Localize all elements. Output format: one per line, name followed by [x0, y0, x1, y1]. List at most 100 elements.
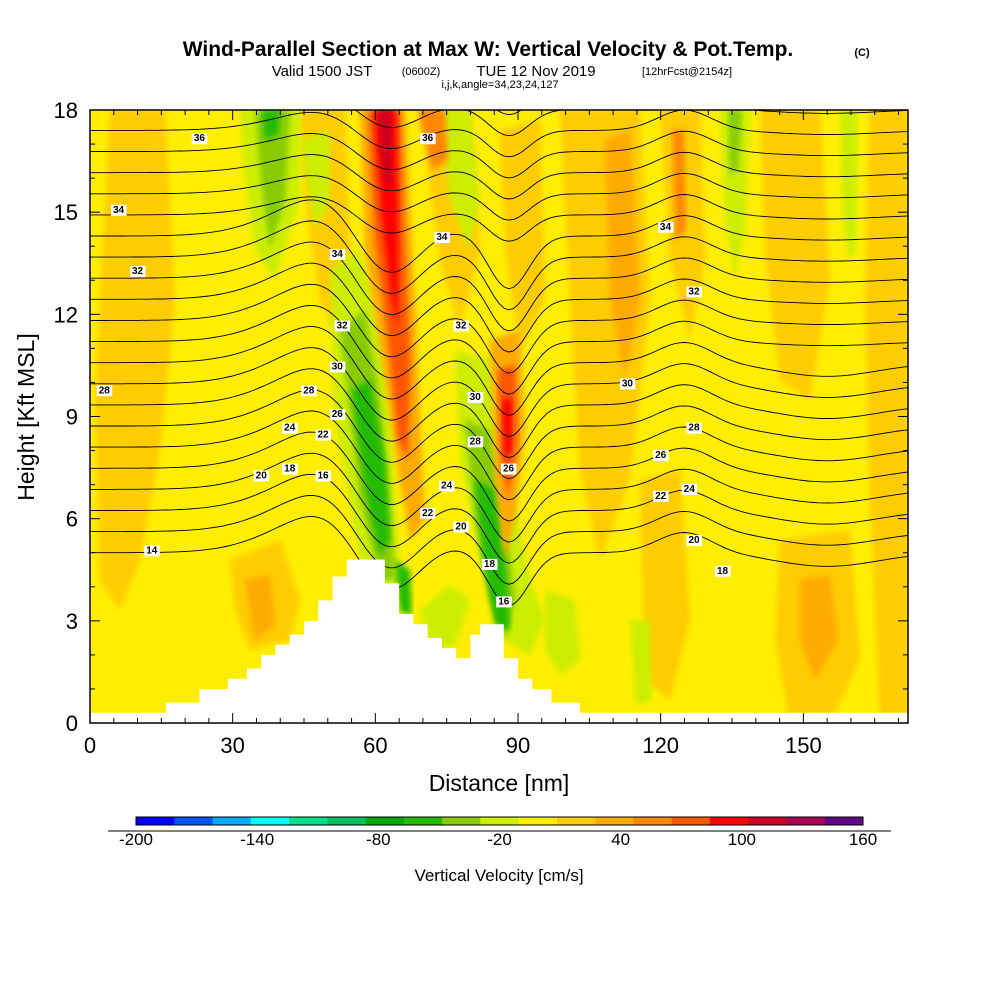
contour-label: 22: [317, 430, 329, 441]
contour-label: 34: [660, 222, 672, 233]
theta-contour-lines: [90, 110, 908, 606]
velocity-patch-green: [630, 620, 652, 705]
contour-label-bg: [467, 436, 484, 448]
contour-label-bg: [653, 449, 669, 461]
contour-label-bg: [96, 385, 113, 397]
colorbar-title: Vertical Velocity [cm/s]: [414, 866, 583, 885]
contour-label-bg: [619, 378, 636, 390]
theta-contour: [90, 241, 908, 332]
colorbar-swatch: [748, 817, 787, 825]
contour-label-bg: [420, 507, 436, 519]
valid-date: TUE 12 Nov 2019: [476, 63, 595, 80]
colorbar-swatch: [250, 817, 290, 825]
velocity-patch-green: [720, 110, 750, 280]
theta-contour: [90, 151, 908, 200]
contour-label: 34: [332, 249, 344, 260]
theta-contour: [90, 389, 908, 480]
contour-label: 30: [332, 361, 344, 372]
contour-label-bg: [315, 470, 332, 482]
contour-label-bg: [453, 521, 469, 533]
colorbar-swatch: [327, 817, 366, 825]
contour-label: 36: [194, 133, 206, 144]
theta-contour-labels: 36 36 34 34 34 34 32 32 32 32 30 30 30 28 28 28 26 26 24 24…: [96, 133, 731, 608]
theta-contour: [90, 326, 908, 416]
velocity-patch-orange: [640, 470, 690, 700]
contour-label-bg: [714, 565, 731, 577]
contour-label: 26: [332, 409, 344, 420]
contour-label-bg: [282, 463, 298, 475]
theta-contour: [90, 194, 908, 242]
contour-label-bg: [301, 385, 317, 397]
contour-label: 24: [684, 484, 696, 495]
contour-label: 28: [470, 436, 482, 447]
contour-label-bg: [453, 320, 469, 332]
theta-contour: [90, 130, 908, 179]
x-tick-label: 60: [363, 733, 387, 758]
contour-label-bg: [467, 392, 484, 404]
contour-label-bg: [329, 361, 346, 373]
velocity-patch-green: [475, 480, 510, 630]
contour-label-bg: [191, 133, 208, 145]
x-tick-label: 150: [785, 733, 822, 758]
theta-contour: [90, 220, 908, 311]
colorbar-swatch: [824, 817, 864, 825]
colorbar-frame: [135, 816, 864, 826]
y-tick-label: 3: [66, 609, 78, 634]
contour-label: 16: [317, 470, 329, 481]
plot-area: [90, 110, 908, 723]
velocity-patch-green: [420, 585, 470, 650]
contour-label: 30: [470, 392, 482, 403]
contour-label: 18: [717, 566, 729, 577]
theta-contour: [354, 110, 908, 137]
colorbar-swatch: [289, 817, 328, 825]
grid-indices: i,j,k,angle=34,23,24,127: [441, 79, 558, 91]
contour-label-bg: [496, 596, 512, 608]
colorbar-swatch: [403, 817, 443, 825]
colorbar-swatch: [212, 817, 252, 825]
colorbar: [108, 816, 891, 832]
velocity-patch-orange: [800, 575, 838, 680]
contour-label: 32: [132, 266, 144, 277]
contour-label: 30: [622, 378, 634, 389]
contour-label: 20: [455, 521, 467, 532]
colorbar-swatch: [136, 817, 175, 825]
velocity-patch-green: [352, 380, 390, 555]
contour-label: 18: [284, 464, 296, 475]
contour-label-bg: [653, 490, 669, 502]
velocity-patch-orange: [672, 130, 686, 240]
velocity-patch-green: [840, 110, 858, 260]
terrain-mask: [90, 559, 908, 723]
colorbar-swatch: [556, 817, 596, 825]
contour-label: 14: [146, 545, 158, 556]
y-tick-label: 12: [54, 302, 78, 327]
colorbar-tick-label: 160: [849, 830, 877, 849]
theta-contour: [90, 172, 908, 221]
y-tick-label: 15: [54, 200, 78, 225]
velocity-patch-red: [368, 110, 410, 460]
contour-label-bg: [253, 470, 270, 482]
velocity-patch-orange: [95, 110, 175, 610]
colorbar-swatch: [480, 817, 519, 825]
x-axis: 0 30 60 90 120 150: [84, 110, 899, 758]
velocity-patch-green: [262, 110, 280, 140]
velocity-patch-green: [255, 110, 290, 250]
contour-label: 32: [336, 321, 348, 332]
velocity-patch-orange: [245, 575, 275, 640]
contour-label: 24: [441, 481, 453, 492]
forecast-info: [12hrFcst@2154z]: [642, 66, 732, 78]
y-tick-label: 6: [66, 507, 78, 532]
contour-label-bg: [657, 221, 674, 233]
theta-contour: [90, 199, 908, 290]
colorbar-swatch: [595, 817, 634, 825]
velocity-patch-orange: [760, 110, 830, 400]
chart-title: Wind-Parallel Section at Max W: Vertical…: [183, 38, 794, 61]
contour-label: 32: [688, 286, 700, 297]
colorbar-tick-label: -140: [240, 830, 274, 849]
colorbar-tick-label: 40: [611, 830, 630, 849]
colorbar-swatch: [786, 817, 826, 825]
contour-label-bg: [420, 133, 436, 145]
theta-contour: [90, 473, 908, 564]
theta-contour: [90, 431, 908, 522]
contour-label: 20: [688, 535, 700, 546]
